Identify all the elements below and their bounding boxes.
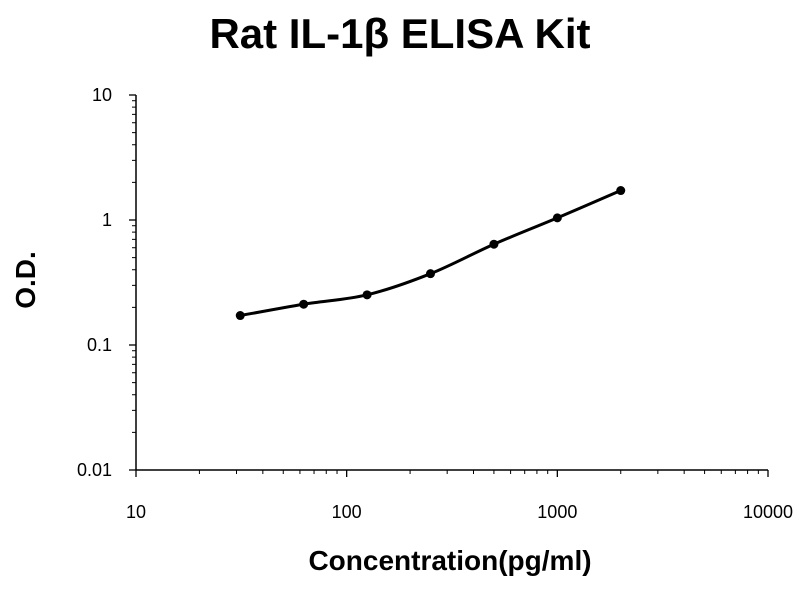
data-point xyxy=(425,269,435,279)
data-point xyxy=(489,239,499,249)
chart-title: Rat IL-1β ELISA Kit xyxy=(209,10,591,57)
x-tick-label: 1000 xyxy=(537,502,577,522)
data-point xyxy=(299,299,309,309)
x-axis-label: Concentration(pg/ml) xyxy=(308,545,592,576)
data-point xyxy=(235,311,245,321)
y-tick-label: 0.1 xyxy=(87,335,112,355)
y-tick-label: 10 xyxy=(92,85,112,105)
data-point xyxy=(552,213,562,223)
data-point xyxy=(362,290,372,300)
x-tick-label: 10 xyxy=(126,502,146,522)
series-line xyxy=(238,189,623,318)
data-point xyxy=(616,186,626,196)
y-tick-label: 1 xyxy=(102,210,112,230)
x-tick-label: 10000 xyxy=(743,502,793,522)
x-tick-label: 100 xyxy=(332,502,362,522)
y-tick-label: 0.01 xyxy=(77,460,112,480)
